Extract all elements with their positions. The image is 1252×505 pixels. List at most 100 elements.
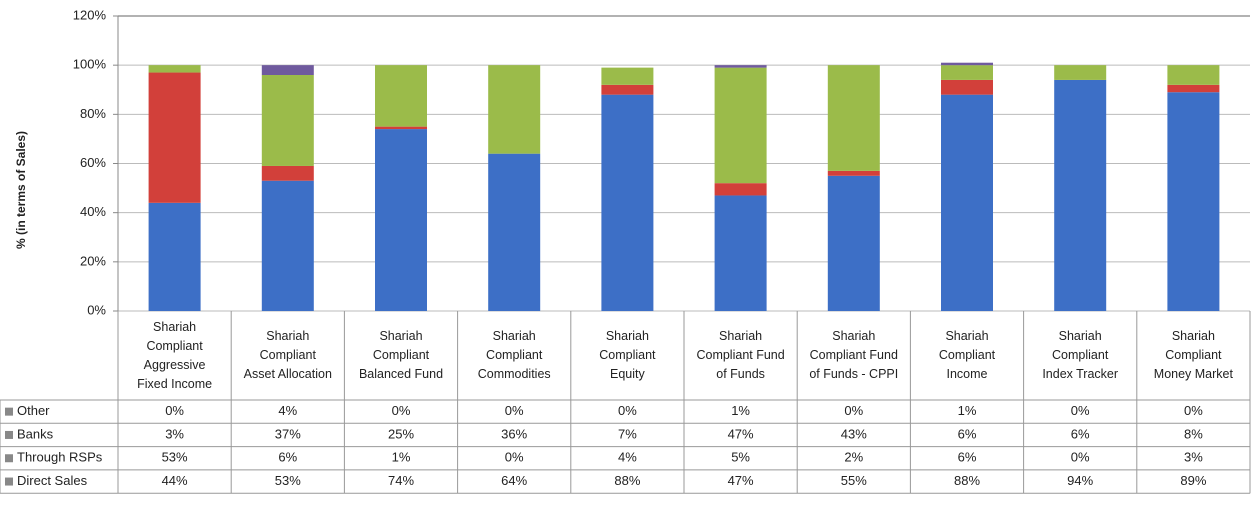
bar-segment bbox=[1167, 92, 1220, 311]
bar-segment bbox=[827, 65, 880, 171]
x-tick-label: Shariah Compliant Asset Allocation bbox=[243, 329, 332, 381]
y-tick-label: 80% bbox=[80, 106, 106, 121]
table-value: 1% bbox=[731, 403, 750, 418]
table-value: 6% bbox=[958, 426, 977, 441]
table-value: 0% bbox=[165, 403, 184, 418]
table-value: 43% bbox=[841, 426, 867, 441]
bar-segment bbox=[375, 65, 427, 127]
x-tick-label: Shariah Compliant Equity bbox=[599, 329, 656, 381]
bar-segment bbox=[714, 65, 767, 68]
table-value: 44% bbox=[162, 473, 188, 488]
bar-segment bbox=[488, 153, 541, 311]
legend-key bbox=[5, 454, 13, 463]
category-cell: Shariah Compliant Asset Allocation bbox=[243, 329, 332, 381]
bar-segment bbox=[941, 62, 993, 66]
table-value: 5% bbox=[731, 450, 750, 465]
bar-segment bbox=[601, 84, 654, 95]
x-tick-label: Shariah Compliant Index Tracker bbox=[1042, 329, 1119, 381]
bar-segment bbox=[714, 67, 767, 184]
bar-segment bbox=[261, 180, 314, 311]
bar-segment bbox=[1054, 79, 1107, 312]
bar-segment bbox=[941, 79, 993, 95]
table-value: 0% bbox=[618, 403, 637, 418]
legend-label: Banks bbox=[17, 426, 54, 441]
category-cell: Shariah Compliant Aggressive Fixed Incom… bbox=[137, 319, 213, 391]
table-value: 6% bbox=[278, 450, 297, 465]
bar-segment bbox=[261, 165, 314, 181]
y-axis-label: % (in terms of Sales) bbox=[14, 131, 28, 249]
category-cell: Shariah Compliant Fund of Funds bbox=[696, 329, 785, 381]
table-value: 53% bbox=[275, 473, 301, 488]
table-value: 3% bbox=[165, 426, 184, 441]
category-cell: Shariah Compliant Commodities bbox=[477, 329, 551, 381]
bar-segment bbox=[714, 183, 767, 196]
bar-segment bbox=[827, 170, 880, 176]
x-tick-label: Shariah Compliant Money Market bbox=[1153, 329, 1233, 381]
x-tick-label: Shariah Compliant Fund of Funds bbox=[696, 329, 785, 381]
table-value: 4% bbox=[278, 403, 297, 418]
table-value: 94% bbox=[1067, 473, 1093, 488]
table-value: 7% bbox=[618, 426, 637, 441]
category-cell: Shariah Compliant Money Market bbox=[1153, 329, 1233, 381]
table-value: 47% bbox=[728, 426, 754, 441]
table-value: 6% bbox=[958, 450, 977, 465]
table-value: 0% bbox=[844, 403, 863, 418]
table-value: 1% bbox=[958, 403, 977, 418]
category-cell: Shariah Compliant Equity bbox=[599, 329, 656, 381]
x-tick-label: Shariah Compliant Commodities bbox=[477, 329, 551, 381]
table-value: 8% bbox=[1184, 426, 1203, 441]
table-value: 55% bbox=[841, 473, 867, 488]
legend-label: Other bbox=[17, 403, 50, 418]
table-value: 0% bbox=[1071, 450, 1090, 465]
legend-label: Direct Sales bbox=[17, 473, 88, 488]
x-tick-label: Shariah Compliant Fund of Funds - CPPI bbox=[809, 329, 899, 381]
table-value: 37% bbox=[275, 426, 301, 441]
category-cell: Shariah Compliant Balanced Fund bbox=[359, 329, 443, 381]
legend-key bbox=[5, 430, 13, 439]
table-value: 64% bbox=[501, 473, 527, 488]
bar-segment bbox=[488, 65, 541, 154]
legend-key bbox=[5, 477, 13, 486]
table-value: 88% bbox=[954, 473, 980, 488]
bar-segment bbox=[941, 65, 993, 80]
y-tick-label: 0% bbox=[87, 302, 106, 317]
table-value: 88% bbox=[614, 473, 640, 488]
table-value: 47% bbox=[728, 473, 754, 488]
bar-segment bbox=[148, 202, 201, 311]
table-value: 3% bbox=[1184, 450, 1203, 465]
y-tick-label: 60% bbox=[80, 155, 106, 170]
bar-segment bbox=[601, 67, 654, 85]
bar-segment bbox=[1167, 65, 1220, 85]
category-cell: Shariah Compliant Income bbox=[938, 329, 996, 381]
category-cell: Shariah Compliant Fund of Funds - CPPI bbox=[809, 329, 899, 381]
x-tick-label: Shariah Compliant Aggressive Fixed Incom… bbox=[137, 319, 213, 391]
y-tick-label: 20% bbox=[80, 253, 106, 268]
bar-segment bbox=[261, 75, 314, 166]
bar-segment bbox=[375, 126, 427, 130]
table-value: 74% bbox=[388, 473, 414, 488]
bar-segment bbox=[1054, 65, 1107, 80]
y-tick-label: 100% bbox=[73, 57, 107, 72]
x-tick-label: Shariah Compliant Income bbox=[938, 329, 996, 381]
y-tick-label: 120% bbox=[73, 7, 107, 22]
table-value: 1% bbox=[392, 450, 411, 465]
bar-segment bbox=[148, 72, 201, 203]
table-value: 0% bbox=[505, 450, 524, 465]
table-value: 0% bbox=[505, 403, 524, 418]
table-value: 4% bbox=[618, 450, 637, 465]
table-value: 0% bbox=[1071, 403, 1090, 418]
bar-segment bbox=[1167, 84, 1220, 93]
table-value: 89% bbox=[1180, 473, 1206, 488]
bar-segment bbox=[148, 65, 201, 73]
bar-segment bbox=[941, 94, 993, 312]
table-value: 36% bbox=[501, 426, 527, 441]
bar-segment bbox=[827, 175, 880, 311]
table-value: 2% bbox=[844, 450, 863, 465]
legend-label: Through RSPs bbox=[17, 450, 103, 465]
bar-segment bbox=[261, 65, 314, 75]
table-value: 0% bbox=[392, 403, 411, 418]
y-tick-label: 40% bbox=[80, 204, 106, 219]
table-value: 25% bbox=[388, 426, 414, 441]
bar-segment bbox=[714, 195, 767, 311]
